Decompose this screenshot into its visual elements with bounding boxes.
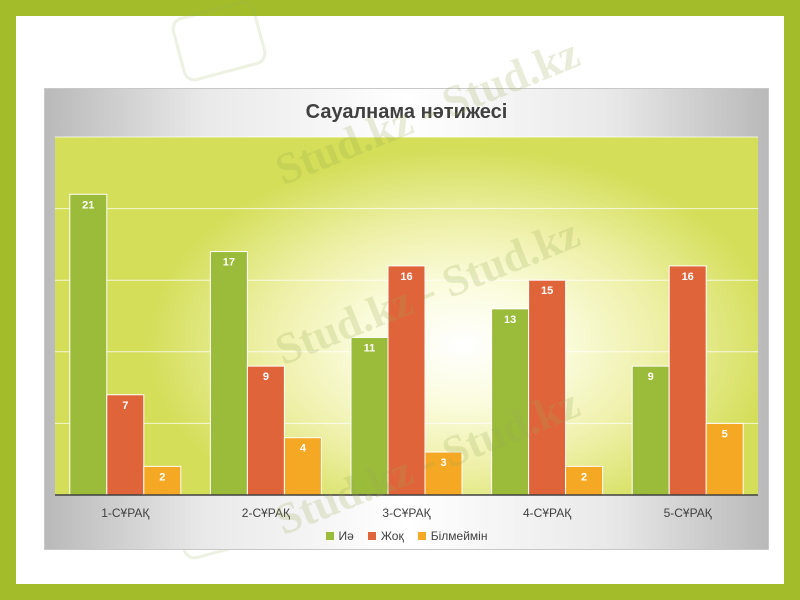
data-label: 16 [682, 271, 694, 283]
data-label: 7 [122, 400, 128, 412]
bar [350, 336, 389, 496]
bar [387, 265, 426, 496]
data-label: 9 [263, 371, 269, 383]
legend-label: Білмеймін [430, 529, 488, 543]
bar [283, 437, 322, 496]
watermark-logo [168, 0, 270, 85]
legend-item: Жоқ [367, 529, 404, 543]
legend-item: Білмеймін [417, 529, 488, 543]
bar [528, 279, 567, 496]
legend-label: Жоқ [380, 529, 404, 543]
data-label: 17 [223, 257, 235, 269]
chart-legend: Иә Жоқ Білмеймін [45, 529, 768, 543]
x-tick-label: 2-СҰРАҚ [242, 506, 290, 520]
data-label: 21 [82, 199, 94, 211]
x-tick-label: 1-СҰРАҚ [101, 506, 149, 520]
bar [631, 365, 670, 496]
data-label: 11 [364, 342, 376, 354]
legend-swatch [417, 532, 426, 540]
legend-swatch [325, 532, 334, 540]
data-label: 2 [581, 471, 587, 483]
bar [209, 251, 248, 496]
x-tick-label: 4-СҰРАҚ [523, 506, 571, 520]
data-label: 4 [300, 443, 307, 455]
legend-label: Иә [338, 529, 354, 543]
data-label: 15 [541, 285, 553, 297]
legend-swatch [367, 532, 376, 540]
data-label: 9 [648, 371, 654, 383]
bar [705, 422, 744, 496]
bar [491, 308, 530, 496]
data-label: 3 [440, 457, 446, 469]
bar-chart: 21 7 2 1-СҰРАҚ 17 9 4 2-СҰРАҚ 11 16 3 3-СҰРАҚ 13 15 2 4… [55, 136, 758, 520]
x-tick-label: 5-СҰРАҚ [664, 506, 712, 520]
data-label: 13 [504, 314, 516, 326]
chart-title: Сауалнама нәтижесі [305, 101, 508, 123]
chart-container: Сауалнама нәтижесі 21 7 2 1-СҰРАҚ 17 9 4 2-СҰРА… [44, 88, 769, 550]
legend-item: Иә [325, 529, 354, 543]
bar [246, 365, 285, 496]
data-label: 5 [722, 428, 728, 440]
bar [69, 193, 108, 496]
bar [565, 465, 604, 496]
data-label: 2 [159, 471, 165, 483]
x-tick-label: 3-СҰРАҚ [382, 506, 430, 520]
data-label: 16 [400, 271, 412, 283]
slide: Сауалнама нәтижесі 21 7 2 1-СҰРАҚ 17 9 4 2-СҰРА… [16, 0, 784, 584]
bar [668, 265, 707, 496]
bar [424, 451, 463, 496]
